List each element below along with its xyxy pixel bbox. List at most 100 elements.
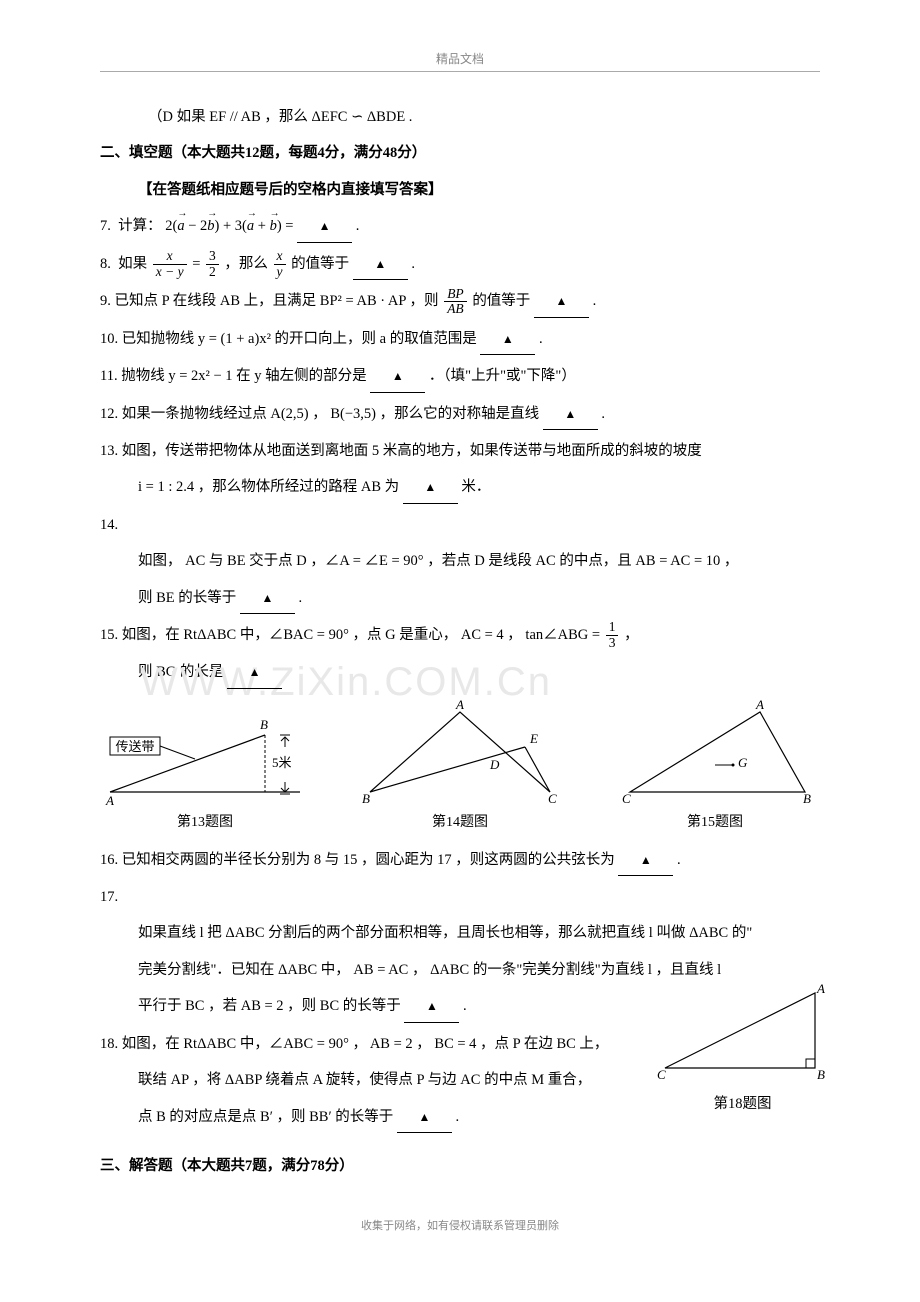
fig13: 传送带 A B 5米 第13题图 [100, 707, 310, 831]
q17-l2: 完美分割线"．已知在 ΔABC 中， AB = AC ， ΔABC 的一条"完美… [100, 955, 820, 985]
fig18-svg: A B C [655, 983, 830, 1088]
q14-num-line: 14. [100, 510, 820, 540]
q17-l1: 如果直线 l 把 ΔABC 分割后的两个部分面积相等，且周长也相等，那么就把直线… [100, 918, 820, 948]
q14-end: . [299, 590, 303, 606]
q8-blank [353, 249, 408, 280]
q16-blank [618, 845, 673, 876]
q18-num: 18. [100, 1036, 118, 1052]
fig18-B: B [817, 1067, 825, 1082]
fig15-G: G [738, 755, 748, 770]
q7-pre: 计算： [118, 218, 162, 234]
q15-t1: 如图，在 RtΔABC 中，∠BAC = 90° ，点 G 是重心， AC = … [122, 627, 600, 643]
q14-l2: 则 BE 的长等于 . [100, 583, 820, 614]
fig13-svg: 传送带 A B 5米 [100, 707, 310, 807]
fig13-5m: 5米 [272, 755, 292, 770]
q11-num: 11. [100, 368, 118, 384]
q13-num: 13. [100, 443, 118, 459]
fig15-A: A [755, 697, 764, 712]
q10-end: . [539, 331, 543, 347]
fig15-B: B [803, 791, 811, 806]
q17-t1: 如果直线 l 把 ΔABC 分割后的两个部分面积相等，且周长也相等，那么就把直线… [138, 925, 752, 941]
q7-num: 7. [100, 218, 111, 234]
q15-end: . [286, 664, 290, 680]
fig13-A: A [105, 793, 114, 807]
q11: 11. 抛物线 y = 2x² − 1 在 y 轴左侧的部分是 ．（填"上升"或… [100, 361, 820, 392]
figure-row: 传送带 A B 5米 第13题图 A B C [100, 697, 820, 831]
q16-text: 已知相交两圆的半径长分别为 8 与 15 ，圆心距为 17 ，则这两圆的公共弦长… [122, 852, 615, 868]
q8-post: 的值等于 [291, 256, 349, 272]
q14-t2: 则 BE 的长等于 [138, 590, 236, 606]
q8: 8. 如果 xx − y = 32 ，那么 xy 的值等于 . [100, 249, 820, 280]
section2-subtitle: 【在答题纸相应题号后的空格内直接填写答案】 [100, 175, 820, 205]
fig13-cap: 第13题图 [100, 811, 310, 831]
fig13-B: B [260, 717, 268, 732]
q17-t2: 完美分割线"．已知在 ΔABC 中， AB = AC ， ΔABC 的一条"完美… [138, 962, 721, 978]
fig18-cap: 第18题图 [655, 1092, 830, 1113]
q15-l2: 则 BG 的长是 . [100, 657, 820, 688]
fig15-cap: 第15题图 [610, 811, 820, 831]
q13-blank [403, 472, 458, 503]
q18-end: . [456, 1109, 460, 1125]
q12-blank [543, 399, 598, 430]
q10-num: 10. [100, 331, 118, 347]
q15-blank [227, 657, 282, 688]
q18-t1: 如图，在 RtΔABC 中，∠ABC = 90° ， AB = 2 ， BC =… [122, 1036, 609, 1052]
q14-num: 14. [100, 517, 118, 533]
q7-blank [297, 211, 352, 242]
q16: 16. 已知相交两圆的半径长分别为 8 与 15 ，圆心距为 17 ，则这两圆的… [100, 845, 820, 876]
q8-mid: ，那么 [224, 256, 268, 272]
q17-blank [404, 991, 459, 1022]
fig18-A: A [816, 983, 825, 996]
q16-end: . [677, 852, 681, 868]
q9-post: 的值等于 [472, 293, 530, 309]
fig15: A B C G 第15题图 [610, 697, 820, 831]
q18-blank [397, 1102, 452, 1133]
q9-end: . [593, 293, 597, 309]
q14-blank [240, 583, 295, 614]
page-footer: 收集于网络，如有侵权请联系管理员删除 [100, 1217, 820, 1233]
q17-t3: 平行于 BC ，若 AB = 2 ，则 BC 的长等于 [138, 998, 401, 1014]
q18-t2: 联结 AP ，将 ΔABP 绕着点 A 旋转，使得点 P 与边 AC 的中点 M… [138, 1072, 591, 1088]
q11-text: 抛物线 y = 2x² − 1 在 y 轴左侧的部分是 [121, 368, 366, 384]
q18-t3: 点 B 的对应点是点 B′ ，则 BB′ 的长等于 [138, 1109, 393, 1125]
q7: 7. 计算： 2(a − 2b) + 3(a + b) = . [100, 211, 820, 242]
q8-pre: 如果 [118, 256, 147, 272]
fig18-C: C [657, 1067, 666, 1082]
q13-t1: 如图，传送带把物体从地面送到离地面 5 米高的地方，如果传送带与地面所成的斜坡的… [122, 443, 702, 459]
section3-title: 三、解答题（本大题共7题，满分78分） [100, 1151, 820, 1181]
q13-t2: i = 1 : 2.4 ，那么物体所经过的路程 AB 为 [138, 479, 399, 495]
option-d-text: （D 如果 EF // AB ，那么 ΔEFC ∽ ΔBDE . [148, 109, 412, 125]
q12-end: . [601, 406, 605, 422]
fig15-C: C [622, 791, 631, 806]
fig14-C: C [548, 791, 557, 806]
fig14-B: B [362, 791, 370, 806]
q12-text: 如果一条抛物线经过点 A(2,5) ， B(−3,5) ，那么它的对称轴是直线 [122, 406, 539, 422]
q10-text: 已知抛物线 y = (1 + a)x² 的开口向上，则 a 的取值范围是 [122, 331, 477, 347]
page-header: 精品文档 [100, 50, 820, 72]
fig14-A: A [455, 697, 464, 712]
q15-l1: 15. 如图，在 RtΔABC 中，∠BAC = 90° ，点 G 是重心， A… [100, 620, 820, 651]
fig13-belt-label: 传送带 [115, 739, 154, 754]
fig14-E: E [529, 731, 538, 746]
q12-num: 12. [100, 406, 118, 422]
option-d: （D 如果 EF // AB ，那么 ΔEFC ∽ ΔBDE . [100, 102, 820, 132]
q13-l2: i = 1 : 2.4 ，那么物体所经过的路程 AB 为 米． [100, 472, 820, 503]
q16-num: 16. [100, 852, 118, 868]
q15-t2: 则 BG 的长是 [138, 664, 223, 680]
fig14: A B C D E 第14题图 [350, 697, 570, 831]
fig15-svg: A B C G [610, 697, 820, 807]
q9: 9. 已知点 P 在线段 AB 上，且满足 BP² = AB · AP ，则 B… [100, 286, 820, 317]
q17-end: . [463, 998, 467, 1014]
fig14-D: D [489, 757, 500, 772]
q8-end: . [411, 256, 415, 272]
q13-unit: 米． [461, 479, 490, 495]
q17-num: 17. [100, 889, 118, 905]
q13-l1: 13. 如图，传送带把物体从地面送到离地面 5 米高的地方，如果传送带与地面所成… [100, 436, 820, 466]
fig18: A B C 第18题图 [655, 983, 830, 1113]
q11-post: ．（填"上升"或"下降"） [429, 368, 576, 384]
q7-end: . [356, 218, 360, 234]
q9-num: 9. [100, 293, 111, 309]
q9-pre: 已知点 P 在线段 AB 上，且满足 BP² = AB · AP ，则 [115, 293, 439, 309]
fig14-svg: A B C D E [350, 697, 570, 807]
q8-num: 8. [100, 256, 111, 272]
